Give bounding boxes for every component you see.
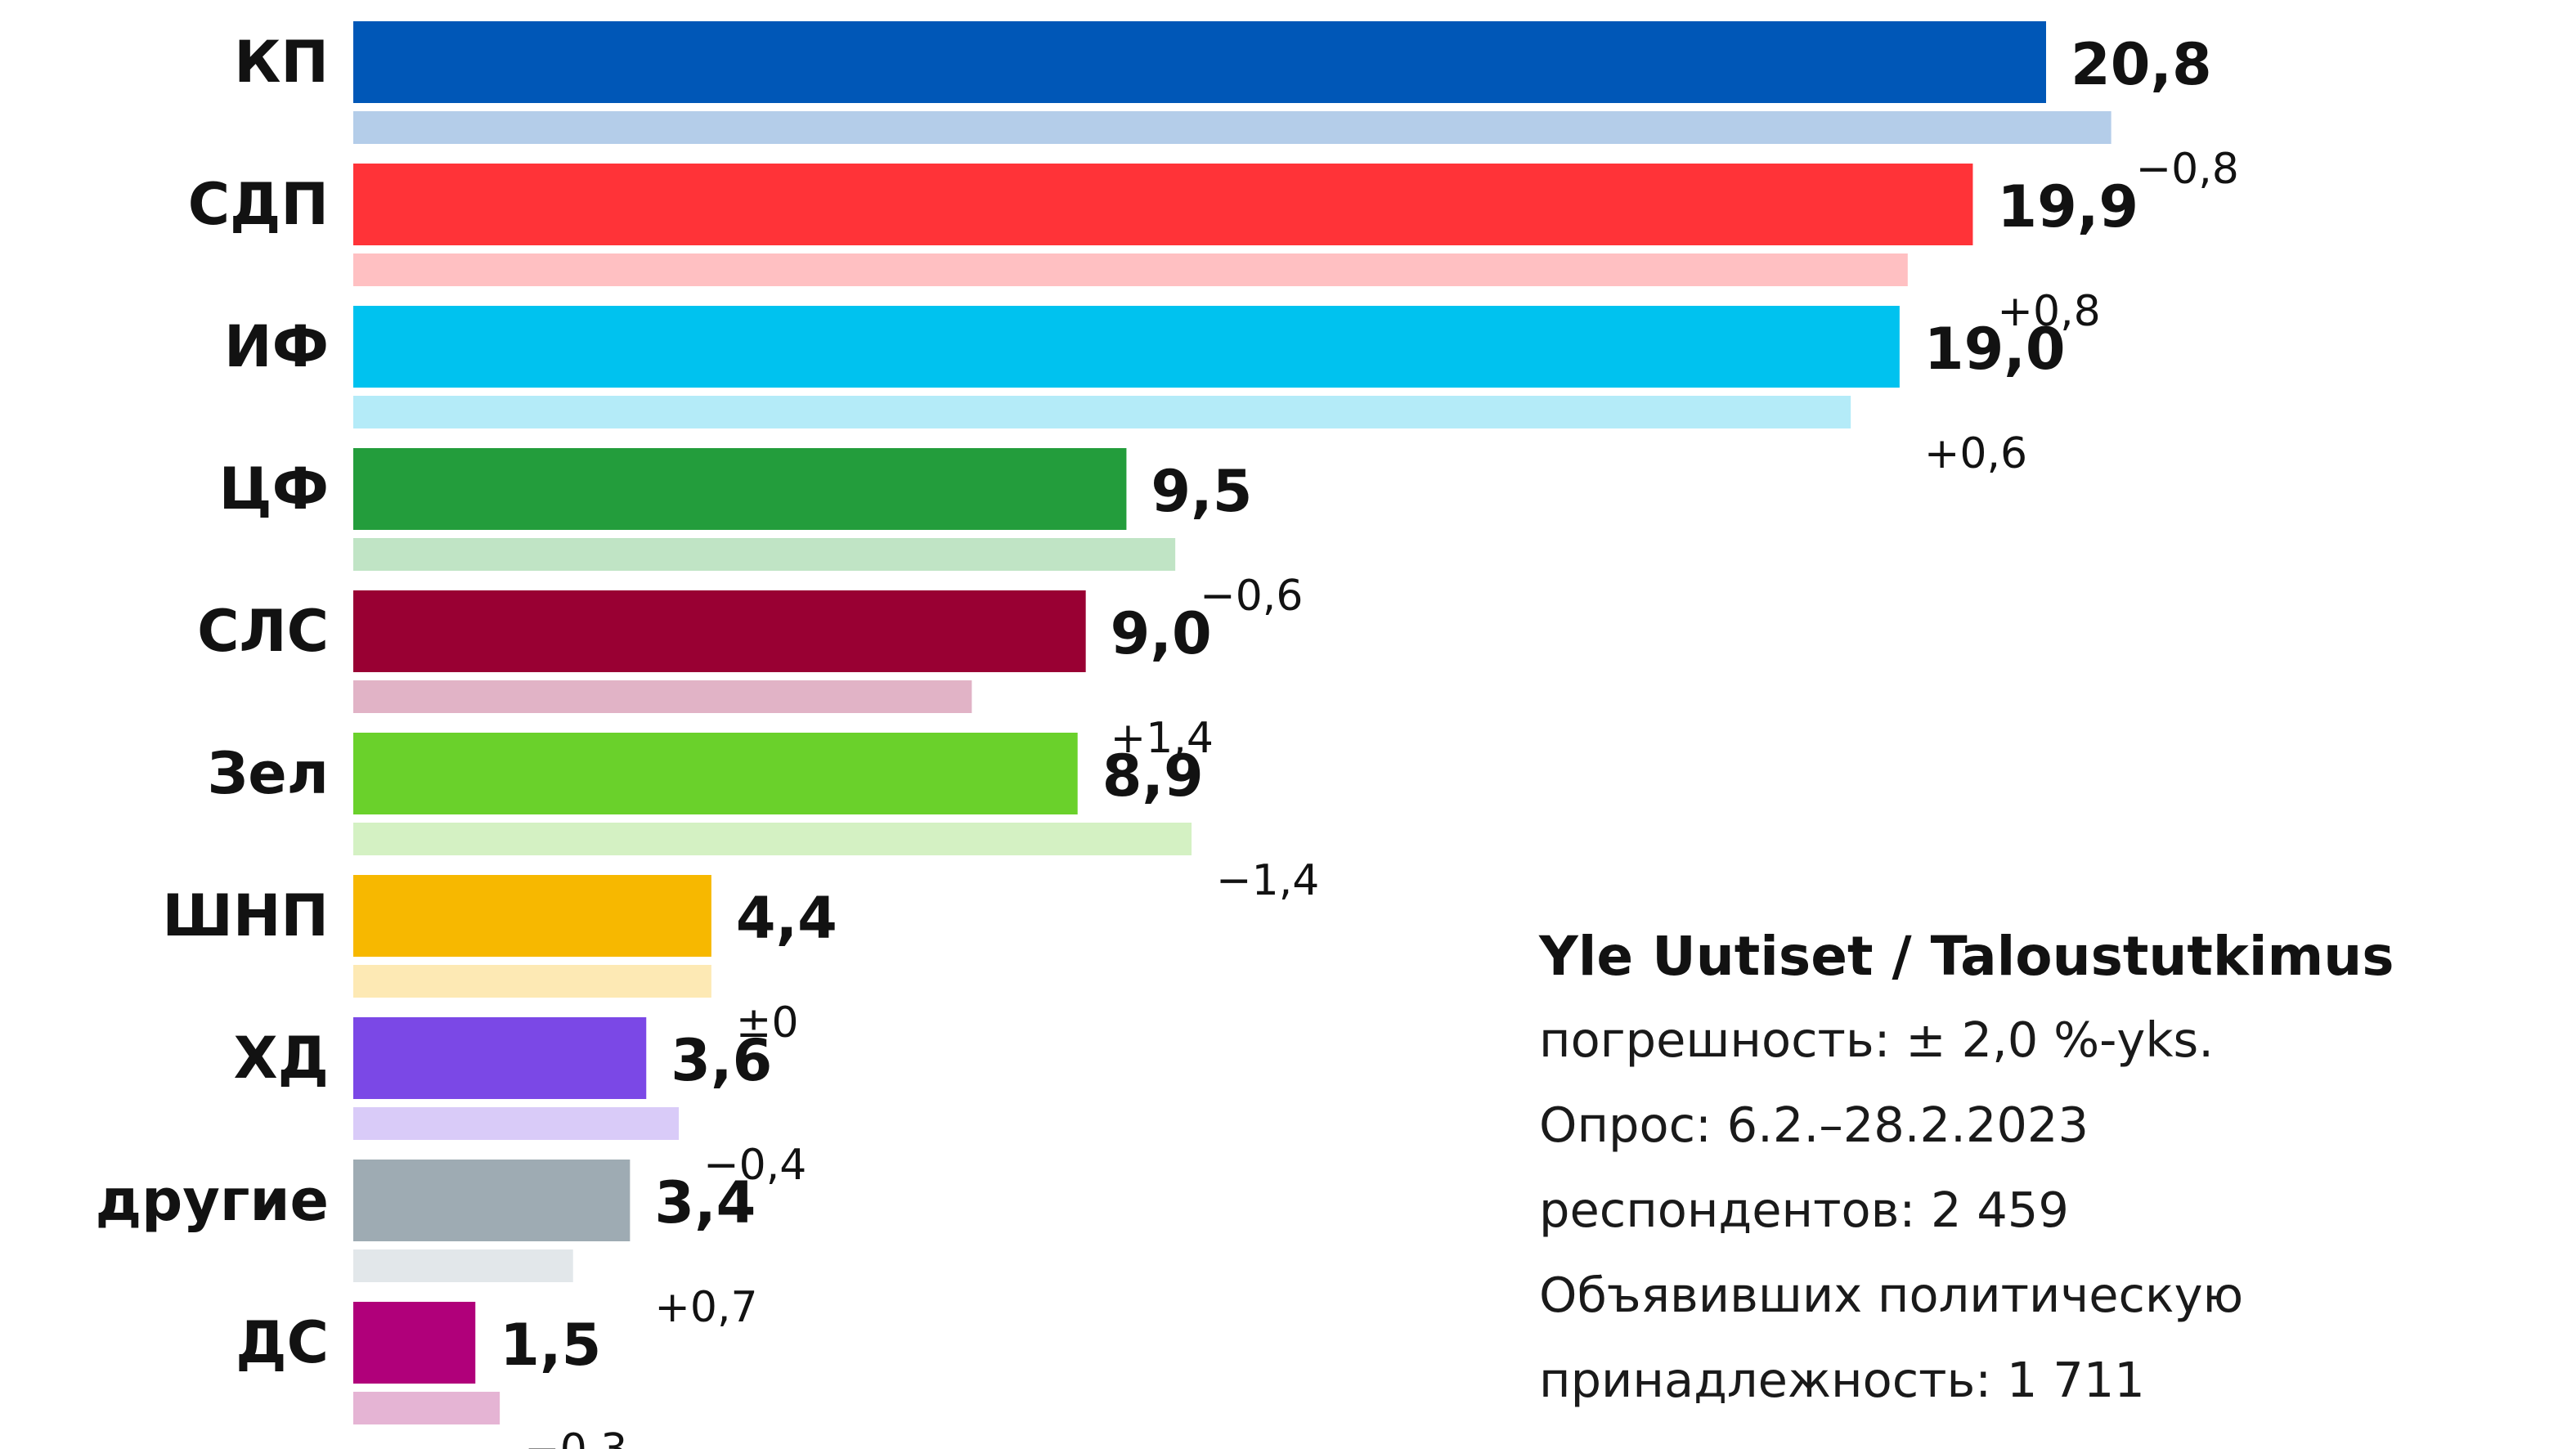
bar [353,590,1086,672]
value-label: 19,9 [1997,173,2138,240]
value-label: 19,0 [1924,316,2066,383]
change-label: +0,7 [654,1283,757,1332]
change-label: +0,6 [1924,429,2027,478]
previous-bar [353,823,1192,855]
party-label: СДП [188,171,329,238]
value-label: 20,8 [2071,31,2212,98]
party-label: ЦФ [219,455,329,523]
value-label: 8,9 [1102,742,1204,810]
value-label: 3,6 [671,1027,772,1094]
previous-bar [353,1249,573,1282]
value-label: 4,4 [736,885,837,952]
affiliation-line-1: Объявивших политическую [1539,1267,2244,1323]
value-label: 1,5 [500,1312,601,1379]
change-label: −0,3 [524,1425,627,1449]
affiliation-line-2: принадлежность: 1 711 [1539,1352,2145,1408]
previous-bar [353,1392,500,1424]
party-label: ХД [234,1025,329,1092]
change-label: ±0 [736,998,799,1047]
previous-bar [353,538,1176,571]
bar [353,164,1973,245]
party-label: ИФ [224,313,329,380]
bar [353,306,1900,388]
bar [353,448,1127,530]
bar [353,1160,631,1241]
value-label: 9,0 [1111,600,1212,667]
bar [353,875,711,957]
margin-of-error: погрешность: ± 2,0 %-yks. [1539,1012,2214,1068]
info-panel: Yle Uutiset / Taloustutkimus погрешность… [1539,916,2520,1423]
party-label: КП [234,29,329,96]
change-label: −0,8 [2136,145,2239,194]
previous-bar [353,965,711,998]
change-label: −0,6 [1200,572,1303,621]
respondents-count: респондентов: 2 459 [1539,1182,2069,1238]
party-label: ДС [236,1309,329,1376]
bar [353,733,1078,814]
change-label: −0,4 [703,1141,806,1190]
source-title: Yle Uutiset / Taloustutkimus [1539,925,2394,988]
party-label: Зел [208,740,329,807]
party-label: другие [96,1167,329,1234]
change-label: +0,8 [1997,287,2100,336]
party-label: СЛС [197,598,329,665]
previous-bar [353,680,972,713]
bar [353,21,2046,103]
value-label: 3,4 [654,1169,756,1236]
change-label: −1,4 [1216,856,1319,905]
bar [353,1302,476,1384]
previous-bar [353,111,2112,144]
party-label: ШНП [162,882,329,949]
previous-bar [353,253,1908,286]
bar [353,1017,647,1099]
change-label: +1,4 [1111,714,1214,763]
previous-bar [353,396,1851,428]
previous-bar [353,1107,680,1140]
survey-period: Опрос: 6.2.–28.2.2023 [1539,1097,2089,1153]
value-label: 9,5 [1151,458,1252,525]
